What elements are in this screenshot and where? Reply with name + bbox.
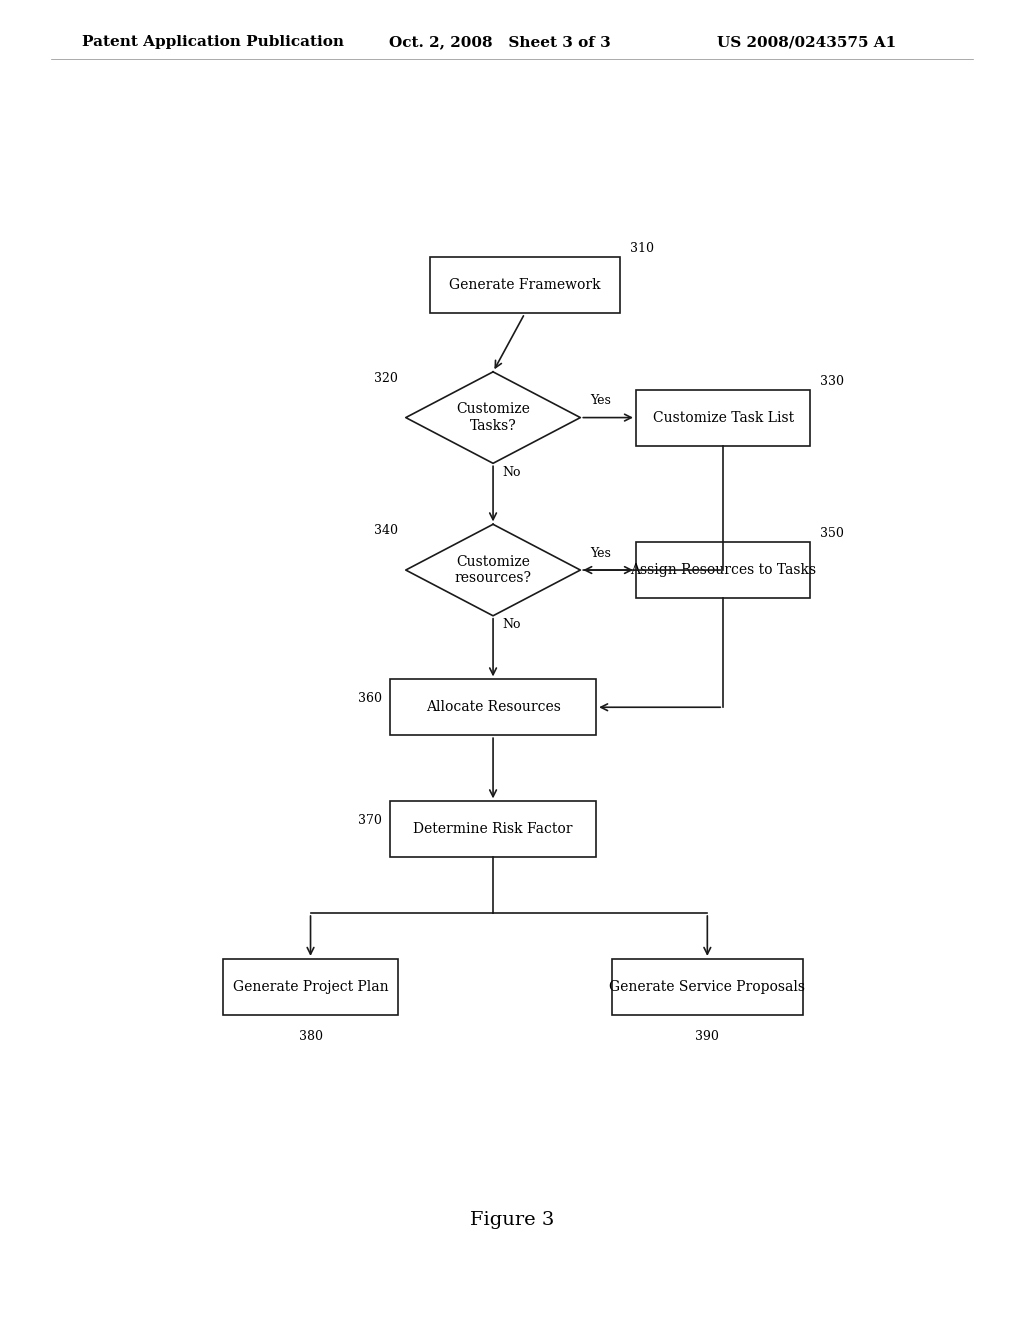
FancyBboxPatch shape xyxy=(612,958,803,1015)
FancyBboxPatch shape xyxy=(223,958,397,1015)
Text: Patent Application Publication: Patent Application Publication xyxy=(82,36,344,49)
Text: 330: 330 xyxy=(820,375,844,388)
FancyBboxPatch shape xyxy=(390,801,596,857)
FancyBboxPatch shape xyxy=(430,257,620,313)
Text: Assign Resources to Tasks: Assign Resources to Tasks xyxy=(630,564,816,577)
Text: Allocate Resources: Allocate Resources xyxy=(426,700,560,714)
Text: Generate Project Plan: Generate Project Plan xyxy=(232,979,388,994)
Text: 350: 350 xyxy=(820,527,844,540)
FancyBboxPatch shape xyxy=(390,680,596,735)
Text: Yes: Yes xyxy=(590,546,610,560)
Text: Generate Service Proposals: Generate Service Proposals xyxy=(609,979,805,994)
Text: 360: 360 xyxy=(358,692,382,705)
Text: 320: 320 xyxy=(374,372,398,385)
Text: Figure 3: Figure 3 xyxy=(470,1210,554,1229)
Text: Generate Framework: Generate Framework xyxy=(449,279,601,293)
Text: US 2008/0243575 A1: US 2008/0243575 A1 xyxy=(717,36,896,49)
FancyBboxPatch shape xyxy=(636,543,811,598)
Text: Customize
Tasks?: Customize Tasks? xyxy=(456,403,530,433)
Text: 380: 380 xyxy=(299,1030,323,1043)
Text: 370: 370 xyxy=(358,814,382,828)
FancyBboxPatch shape xyxy=(636,389,811,446)
Text: Yes: Yes xyxy=(590,395,610,408)
Text: Customize Task List: Customize Task List xyxy=(652,411,794,425)
Text: Determine Risk Factor: Determine Risk Factor xyxy=(414,822,572,837)
Text: Customize
resources?: Customize resources? xyxy=(455,554,531,585)
Text: No: No xyxy=(503,466,521,479)
Text: 340: 340 xyxy=(374,524,398,537)
Text: 390: 390 xyxy=(695,1030,719,1043)
Text: Oct. 2, 2008   Sheet 3 of 3: Oct. 2, 2008 Sheet 3 of 3 xyxy=(389,36,611,49)
Text: 310: 310 xyxy=(630,243,653,255)
Text: No: No xyxy=(503,618,521,631)
